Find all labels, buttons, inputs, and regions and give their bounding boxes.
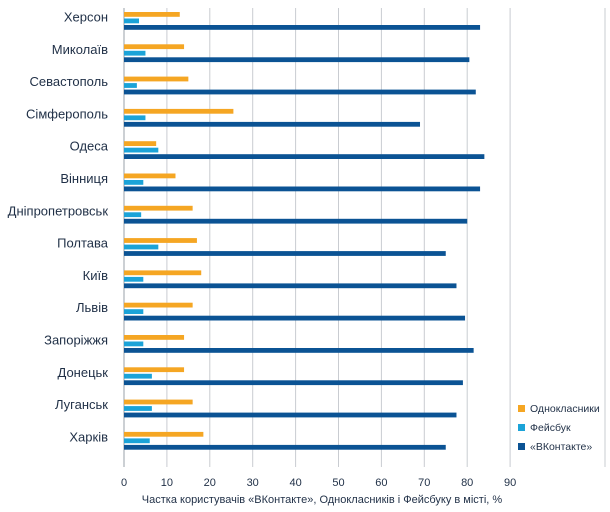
x-tick-label-70: 70 (418, 477, 430, 489)
bar-1-13 (124, 438, 150, 444)
category-label-12: Луганськ (55, 397, 108, 412)
x-tick-label-40: 40 (289, 477, 301, 489)
category-label-8: Київ (83, 268, 108, 283)
legend: Однокласники Фейсбук «ВКонтакте» (518, 403, 600, 453)
bar-1-5 (124, 180, 144, 185)
bar-2-4 (124, 154, 485, 159)
category-label-5: Вінниця (60, 171, 108, 186)
bar-0-0 (124, 12, 180, 17)
bar-2-9 (124, 315, 466, 321)
bar-2-10 (124, 348, 474, 353)
category-label-1: Миколаїв (52, 42, 108, 57)
bar-1-8 (124, 276, 144, 282)
legend-swatch-0 (518, 405, 525, 412)
bar-0-2 (124, 76, 189, 82)
bar-2-5 (124, 186, 481, 192)
x-tick-label-20: 20 (204, 477, 216, 489)
bar-0-5 (124, 173, 176, 179)
bar-0-8 (124, 270, 202, 276)
category-label-7: Полтава (57, 236, 109, 251)
bar-1-4 (124, 147, 159, 153)
bar-0-6 (124, 205, 193, 211)
category-label-0: Херсон (64, 10, 108, 25)
bar-1-12 (124, 406, 152, 411)
bar-1-11 (124, 373, 152, 379)
bar-2-12 (124, 412, 457, 418)
x-tick-label-30: 30 (247, 477, 259, 489)
x-tick-label-80: 80 (461, 477, 473, 489)
bar-0-7 (124, 238, 197, 243)
category-label-9: Львів (76, 300, 108, 315)
bar-0-9 (124, 302, 193, 308)
bar-2-3 (124, 121, 421, 127)
bar-2-13 (124, 444, 446, 450)
bar-1-2 (124, 83, 137, 88)
bar-0-10 (124, 335, 185, 340)
bar-1-3 (124, 115, 146, 121)
bar-0-1 (124, 44, 185, 50)
bar-2-1 (124, 57, 470, 63)
category-label-10: Запоріжжя (44, 333, 108, 348)
bar-1-9 (124, 309, 144, 314)
bar-2-6 (124, 218, 468, 224)
x-tick-label-10: 10 (161, 477, 173, 489)
bar-0-11 (124, 367, 185, 373)
legend-label-0: Однокласники (530, 403, 600, 415)
bar-2-2 (124, 89, 476, 95)
category-labels: Херсон Миколаїв Севастополь Сімферополь Одес… (8, 10, 109, 445)
x-tick-label-90: 90 (504, 477, 516, 489)
category-label-6: Дніпропетровськ (8, 203, 109, 218)
bar-0-3 (124, 108, 234, 114)
grid-lines (123, 8, 606, 467)
legend-swatch-2 (518, 443, 525, 450)
bar-1-10 (124, 341, 144, 347)
x-tick-labels: 0 10 20 30 40 50 60 70 80 90 (121, 477, 516, 489)
x-tick-label-0: 0 (121, 477, 127, 489)
bar-1-6 (124, 212, 142, 218)
bar-2-11 (124, 380, 463, 386)
category-label-3: Сімферополь (26, 106, 108, 121)
legend-swatch-1 (518, 424, 525, 431)
category-label-4: Одеса (70, 139, 109, 154)
bar-2-7 (124, 251, 446, 256)
bars (124, 12, 485, 450)
bar-1-7 (124, 244, 159, 250)
bar-0-13 (124, 431, 204, 437)
legend-label-2: «ВКонтакте» (530, 441, 592, 453)
category-label-2: Севастополь (30, 74, 109, 89)
category-label-11: Донецьк (58, 365, 109, 380)
bar-1-1 (124, 50, 146, 56)
bar-2-8 (124, 283, 457, 289)
x-tick-label-50: 50 (332, 477, 344, 489)
legend-label-1: Фейсбук (530, 422, 571, 434)
bar-2-0 (124, 25, 481, 30)
bar-0-12 (124, 399, 193, 405)
bar-0-4 (124, 141, 157, 146)
bar-1-0 (124, 18, 140, 24)
x-tick-label-60: 60 (375, 477, 387, 489)
category-label-13: Харків (69, 429, 108, 444)
x-axis-title: Частка користувачів «ВКонтакте», Однокла… (142, 494, 503, 506)
